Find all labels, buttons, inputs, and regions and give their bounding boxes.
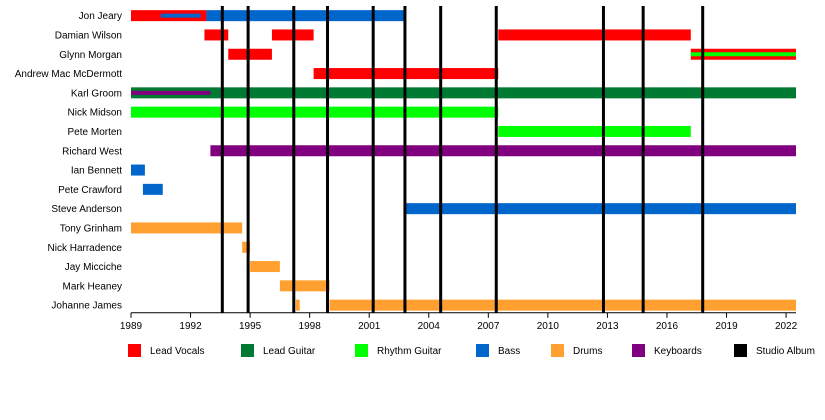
studio-album-line — [246, 6, 250, 313]
member-bar — [295, 280, 330, 292]
member-label: Pete Crawford — [58, 185, 122, 196]
member-label: Mark Heaney — [63, 281, 122, 292]
studio-album-lines — [220, 6, 705, 313]
legend-label: Bass — [498, 346, 520, 357]
x-tick-label: 2004 — [418, 321, 441, 332]
x-axis: 1989 1992 1995 1998 2001 2004 2007 2010 2013 2016… — [120, 312, 798, 332]
x-tick-label: 1998 — [299, 321, 322, 332]
legend-swatch — [128, 344, 141, 357]
legend-swatch — [241, 344, 254, 357]
member-label: Steve Anderson — [51, 204, 122, 215]
legend-label: Lead Guitar — [263, 346, 316, 357]
studio-album-line — [439, 6, 443, 313]
member-bar — [131, 222, 243, 234]
studio-album-line — [403, 6, 407, 313]
member-label: Ian Bennett — [71, 166, 122, 177]
member-label: Glynn Morgan — [59, 50, 122, 61]
x-tick-label: 1992 — [179, 321, 202, 332]
member-bar — [160, 13, 201, 18]
x-tick-label: 2001 — [358, 321, 381, 332]
member-bar — [295, 299, 300, 311]
member-bar — [279, 280, 296, 292]
studio-album-line — [292, 6, 296, 313]
legend-label: Keyboards — [654, 346, 702, 357]
member-label: Johanne James — [51, 301, 122, 312]
legend-swatch — [355, 344, 368, 357]
member-bar — [498, 125, 691, 137]
member-bar — [404, 203, 796, 215]
member-bar — [131, 87, 796, 99]
x-tick-label: 2019 — [715, 321, 738, 332]
member-label: Damian Wilson — [55, 30, 122, 41]
studio-album-line — [371, 6, 375, 313]
member-bar — [210, 145, 797, 157]
member-label: Andrew Mac McDermott — [15, 69, 122, 80]
legend: Lead Vocals Lead Guitar Rhythm Guitar Bass D… — [128, 344, 815, 357]
member-bar — [250, 261, 280, 273]
studio-album-line — [494, 6, 498, 313]
studio-album-line — [601, 6, 605, 313]
x-tick-label: 2022 — [775, 321, 798, 332]
member-label: Richard West — [62, 146, 122, 157]
member-bar — [242, 241, 251, 253]
member-label: Pete Morten — [68, 127, 122, 138]
member-bar — [131, 106, 499, 118]
member-label: Jay Micciche — [65, 262, 123, 273]
legend-swatch — [632, 344, 645, 357]
legend-label: Drums — [573, 346, 602, 357]
member-label: Nick Harradence — [48, 243, 123, 254]
member-bar — [206, 10, 405, 22]
member-bar — [329, 299, 796, 311]
x-tick-label: 1989 — [120, 321, 143, 332]
member-bars — [131, 10, 797, 311]
member-label: Jon Jeary — [79, 11, 122, 22]
member-bar — [204, 29, 229, 41]
legend-label: Studio Album — [756, 346, 815, 357]
studio-album-line — [326, 6, 330, 313]
member-label: Nick Midson — [68, 108, 122, 119]
legend-swatch — [476, 344, 489, 357]
member-label: Tony Grinham — [60, 223, 122, 234]
member-labels: Jon Jeary Damian Wilson Glynn Morgan Andrew… — [15, 11, 123, 312]
member-bar — [131, 90, 211, 95]
member-bar — [690, 52, 796, 57]
legend-label: Lead Vocals — [150, 346, 205, 357]
member-label: Karl Groom — [71, 88, 122, 99]
x-tick-label: 2007 — [477, 321, 500, 332]
x-tick-label: 2016 — [656, 321, 679, 332]
member-bar — [498, 29, 691, 41]
studio-album-line — [701, 6, 705, 313]
legend-swatch — [734, 344, 747, 357]
member-bar — [131, 164, 145, 176]
x-tick-label: 2010 — [537, 321, 560, 332]
x-tick-label: 1995 — [239, 321, 262, 332]
legend-swatch — [551, 344, 564, 357]
member-bar — [228, 48, 272, 60]
legend-label: Rhythm Guitar — [377, 346, 442, 357]
studio-album-line — [220, 6, 224, 313]
studio-album-line — [641, 6, 645, 313]
member-bar — [142, 183, 163, 195]
x-tick-label: 2013 — [596, 321, 619, 332]
